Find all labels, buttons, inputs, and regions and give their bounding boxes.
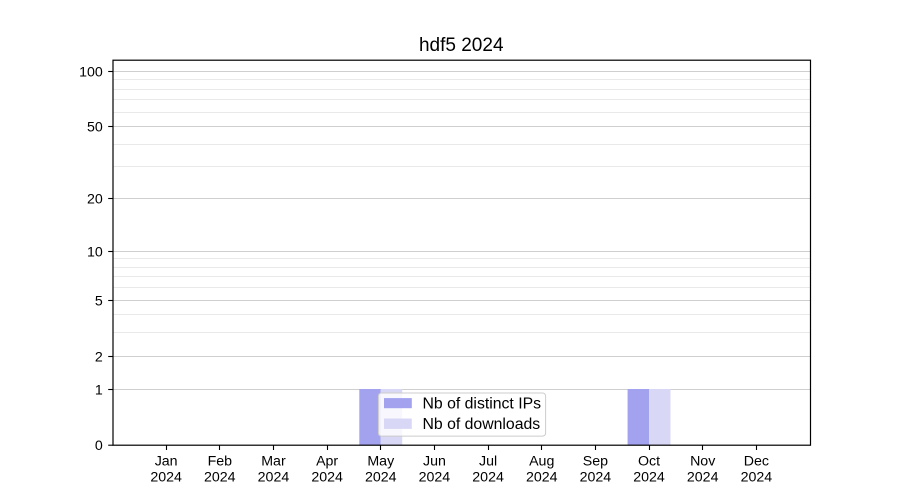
svg-text:50: 50 bbox=[87, 120, 103, 136]
svg-text:100: 100 bbox=[79, 65, 103, 81]
svg-text:2024: 2024 bbox=[365, 470, 397, 486]
svg-text:Jun: Jun bbox=[423, 454, 446, 470]
svg-text:2: 2 bbox=[95, 350, 103, 366]
svg-text:1: 1 bbox=[95, 383, 103, 399]
svg-text:Dec: Dec bbox=[744, 454, 769, 470]
svg-text:hdf5 2024: hdf5 2024 bbox=[419, 35, 504, 56]
svg-text:5: 5 bbox=[95, 294, 103, 310]
svg-text:2024: 2024 bbox=[258, 470, 290, 486]
svg-text:Apr: Apr bbox=[316, 454, 338, 470]
svg-text:2024: 2024 bbox=[472, 470, 504, 486]
svg-text:Nov: Nov bbox=[690, 454, 716, 470]
svg-text:Feb: Feb bbox=[208, 454, 233, 470]
svg-text:10: 10 bbox=[87, 245, 103, 261]
svg-text:Aug: Aug bbox=[529, 454, 554, 470]
svg-text:2024: 2024 bbox=[204, 470, 236, 486]
svg-text:Nb of distinct IPs: Nb of distinct IPs bbox=[423, 396, 542, 413]
svg-text:2024: 2024 bbox=[687, 470, 719, 486]
svg-text:2024: 2024 bbox=[526, 470, 558, 486]
svg-text:Sep: Sep bbox=[583, 454, 608, 470]
svg-text:Jan: Jan bbox=[155, 454, 178, 470]
svg-text:0: 0 bbox=[95, 438, 103, 454]
svg-text:2024: 2024 bbox=[419, 470, 451, 486]
svg-text:May: May bbox=[367, 454, 395, 470]
svg-text:2024: 2024 bbox=[150, 470, 182, 486]
svg-text:20: 20 bbox=[87, 192, 103, 208]
svg-text:2024: 2024 bbox=[741, 470, 773, 486]
svg-text:Jul: Jul bbox=[479, 454, 497, 470]
svg-text:2024: 2024 bbox=[580, 470, 612, 486]
svg-text:Oct: Oct bbox=[638, 454, 660, 470]
svg-text:2024: 2024 bbox=[633, 470, 665, 486]
svg-text:Nb of downloads: Nb of downloads bbox=[423, 416, 541, 433]
svg-text:Mar: Mar bbox=[261, 454, 286, 470]
svg-text:2024: 2024 bbox=[311, 470, 343, 486]
